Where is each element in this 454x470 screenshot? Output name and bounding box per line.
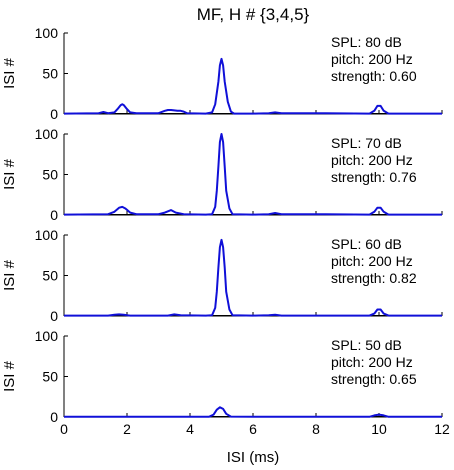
panel-annotation: strength: 0.65	[331, 371, 417, 387]
panel-annotation: SPL: 50 dB	[331, 337, 402, 353]
y-tick-label: 50	[42, 66, 58, 82]
y-axis-label: ISI #	[1, 360, 18, 392]
y-tick-label: 0	[50, 106, 58, 122]
panel-annotation: strength: 0.82	[331, 270, 417, 286]
isi-histogram-line	[64, 238, 442, 317]
y-axis-label: ISI #	[1, 158, 18, 190]
y-tick-label: 50	[42, 369, 58, 385]
panel-annotation: pitch: 200 Hz	[331, 152, 413, 168]
panel-annotation: pitch: 200 Hz	[331, 51, 413, 67]
y-tick-label: 50	[42, 268, 58, 284]
x-tick-label: 4	[186, 421, 194, 437]
panel-annotation: SPL: 70 dB	[331, 135, 402, 151]
y-tick-label: 100	[35, 227, 59, 243]
x-tick-label: 10	[371, 421, 387, 437]
x-tick-label: 2	[123, 421, 131, 437]
y-axis-label: ISI #	[1, 259, 18, 291]
y-axis-label: ISI #	[1, 57, 18, 89]
x-tick-label: 6	[249, 421, 257, 437]
x-tick-label: 12	[434, 421, 450, 437]
y-tick-label: 0	[50, 409, 58, 425]
y-tick-label: 0	[50, 207, 58, 223]
isi-histogram-line	[63, 57, 442, 115]
panel-annotation: pitch: 200 Hz	[331, 253, 413, 269]
chart-title: MF, H # {3,4,5}	[197, 5, 310, 24]
isi-histogram-line	[63, 133, 442, 216]
x-axis-label: ISI (ms)	[227, 449, 280, 466]
panel-annotation: SPL: 80 dB	[331, 34, 402, 50]
y-tick-label: 100	[35, 25, 59, 41]
panel-annotation: strength: 0.76	[331, 169, 417, 185]
panel-annotation: SPL: 60 dB	[331, 236, 402, 252]
x-tick-label: 8	[312, 421, 320, 437]
y-tick-label: 100	[35, 126, 59, 142]
x-tick-label: 0	[60, 421, 68, 437]
y-tick-label: 0	[50, 308, 58, 324]
y-tick-label: 50	[42, 167, 58, 183]
isi-histogram-line	[64, 406, 442, 418]
panel-annotation: strength: 0.60	[331, 68, 417, 84]
y-tick-label: 100	[35, 328, 59, 344]
panel-annotation: pitch: 200 Hz	[331, 354, 413, 370]
